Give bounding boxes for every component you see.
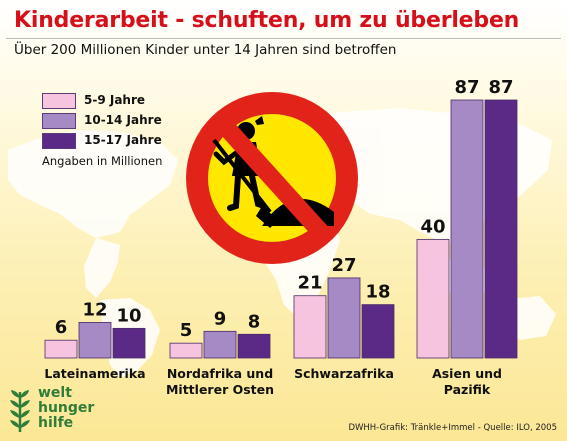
bar-3-2 xyxy=(484,99,518,359)
value-label-2-0: 21 xyxy=(297,273,322,294)
logo-wordmark: welt hunger hilfe xyxy=(38,386,94,431)
logo-line-2: hunger xyxy=(38,400,95,416)
category-label-3-line-0: Asien und xyxy=(432,366,502,381)
value-label-3-0: 40 xyxy=(420,216,445,237)
bar-2-2 xyxy=(361,304,395,359)
chart-title: Kinderarbeit - schuften, um zu überleben xyxy=(14,8,520,33)
bar-3-0 xyxy=(416,238,450,359)
value-label-1-0: 5 xyxy=(180,320,193,341)
logo-line-3: hilfe xyxy=(38,415,74,431)
source-credit: DWHH-Grafik: Tränkle+Immel - Quelle: ILO… xyxy=(348,423,557,433)
legend-label-5-9: 5-9 Jahre xyxy=(84,93,146,107)
bar-1-2 xyxy=(237,333,271,359)
value-label-2-1: 27 xyxy=(331,255,356,276)
value-label-1-1: 9 xyxy=(214,308,227,329)
legend-label-10-14: 10-14 Jahre xyxy=(84,113,162,127)
bar-2-1 xyxy=(327,277,361,359)
value-label-3-1: 87 xyxy=(454,77,479,98)
bar-1-1 xyxy=(203,330,237,359)
title-divider xyxy=(6,38,561,39)
logo-line-1: welt xyxy=(38,385,72,401)
units-note: Angaben in Millionen xyxy=(42,154,163,168)
legend-swatch-5-9 xyxy=(42,93,76,109)
value-label-2-2: 18 xyxy=(365,282,390,303)
bar-1-0 xyxy=(169,342,203,359)
category-label-1-line-0: Nordafrika und xyxy=(167,366,273,381)
value-label-0-1: 12 xyxy=(82,299,107,320)
category-label-3-line-1: Pazifik xyxy=(444,382,491,397)
value-labels-layer: 6 12 10 59 8 21 27 18 40 87 87 xyxy=(55,77,514,341)
category-label-1-line-1: Mittlerer Osten xyxy=(166,382,274,397)
bar-0-2 xyxy=(112,327,146,359)
legend-label-15-17: 15-17 Jahre xyxy=(84,133,162,147)
no-child-labor-sign-icon xyxy=(186,92,358,264)
bar-3-1 xyxy=(450,99,484,359)
bar-2-0 xyxy=(293,295,327,359)
value-label-3-2: 87 xyxy=(488,77,513,98)
value-label-1-2: 8 xyxy=(248,311,261,332)
bar-0-0 xyxy=(44,339,78,359)
category-label-0-line-0: Lateinamerika xyxy=(44,366,145,381)
bars-layer xyxy=(44,99,518,359)
legend-swatch-15-17 xyxy=(42,133,76,149)
category-label-2-line-0: Schwarzafrika xyxy=(294,366,394,381)
bar-0-1 xyxy=(78,322,112,359)
welthungerhilfe-logo: welt hunger hilfe xyxy=(8,386,103,438)
chart-subtitle: Über 200 Millionen Kinder unter 14 Jahre… xyxy=(14,42,397,58)
value-label-0-0: 6 xyxy=(55,317,68,338)
legend-swatch-10-14 xyxy=(42,113,76,129)
value-label-0-2: 10 xyxy=(116,305,141,326)
wheat-logo-icon xyxy=(10,390,30,432)
